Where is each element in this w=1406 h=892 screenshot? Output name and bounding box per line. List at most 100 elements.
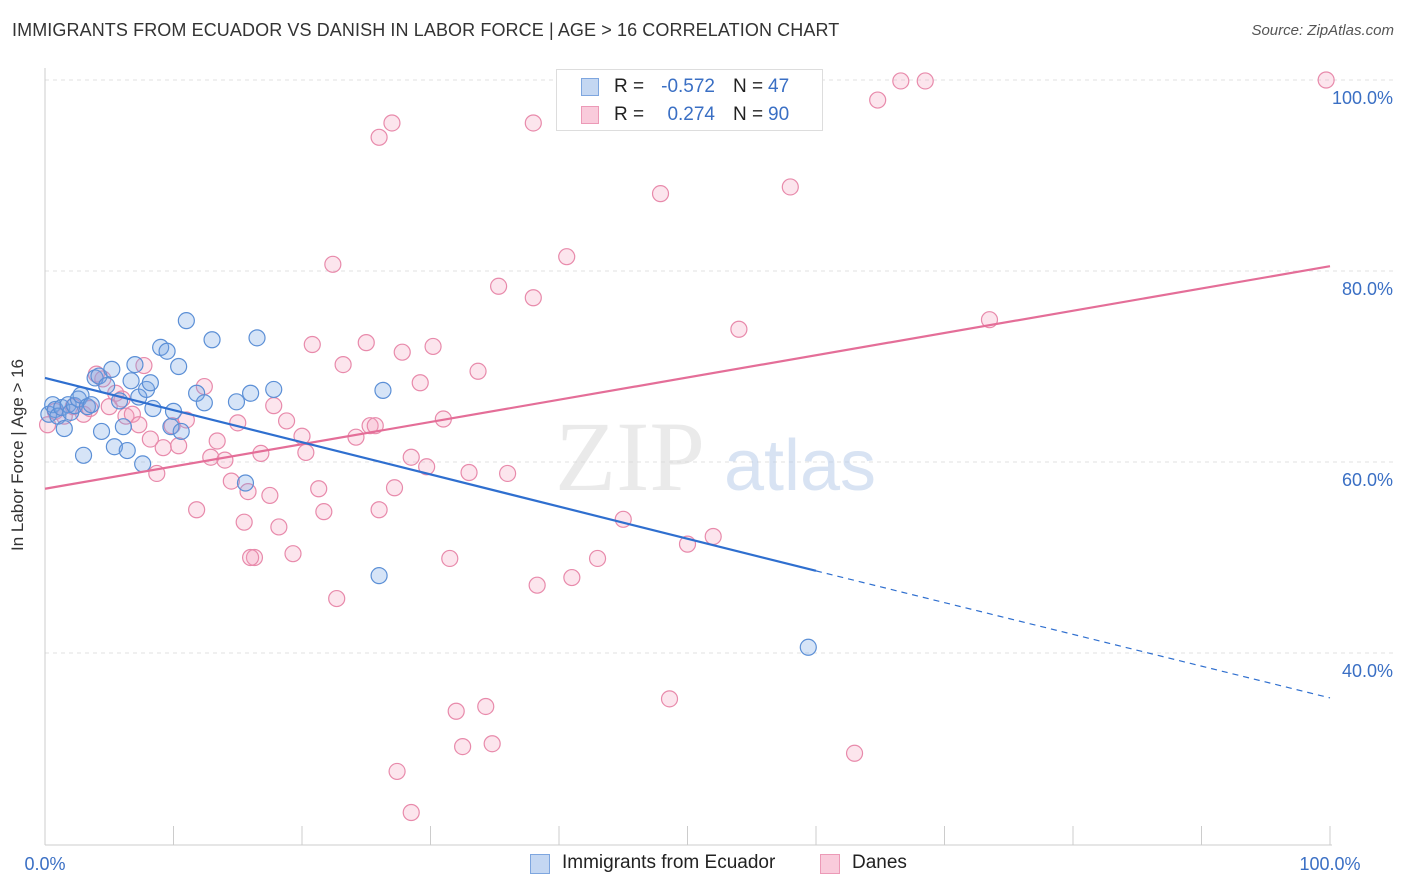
danes-point [845, 744, 864, 762]
danes-point [284, 545, 302, 563]
danes-point [370, 128, 388, 146]
danes-point [563, 568, 581, 587]
ecuador-point [126, 355, 144, 374]
ecuador-point [158, 342, 176, 360]
ecuador-point [203, 331, 221, 349]
trend-lines [44, 265, 1331, 699]
danes-point [216, 451, 234, 469]
ecuador-point [134, 455, 152, 473]
ecuador-points [40, 312, 817, 656]
danes-point [499, 464, 517, 483]
ecuador-point [74, 446, 93, 464]
ecuador-point [195, 394, 213, 412]
legend-swatch-danes [820, 854, 840, 874]
danes-point [235, 513, 253, 531]
danes-point [454, 737, 472, 756]
legend-row-danes: R = 0.274 N = 90 [557, 101, 822, 129]
danes-point [265, 397, 283, 415]
danes-point [334, 355, 352, 374]
danes-point [916, 72, 934, 90]
ecuador-trend-line [44, 376, 817, 572]
danes-point [188, 501, 206, 519]
danes-point [170, 437, 188, 455]
ecuador-point [114, 418, 132, 436]
danes-point [208, 432, 226, 450]
danes-point [402, 803, 420, 822]
danes-point [892, 72, 910, 90]
watermark: ZIP atlas [555, 401, 876, 512]
danes-point [524, 289, 542, 307]
danes-point [469, 362, 487, 380]
danes-point [357, 334, 375, 352]
danes-point [324, 255, 342, 273]
legend-label-danes: Danes [852, 852, 907, 873]
source-label: Source: ZipAtlas.com [1251, 22, 1394, 39]
danes-point [303, 335, 321, 354]
danes-point [528, 576, 546, 594]
n-label: N = [733, 76, 764, 97]
r-value: 0.274 [667, 104, 715, 125]
danes-point [441, 549, 459, 568]
danes-point [270, 518, 288, 536]
danes-point [393, 343, 411, 361]
ecuador-point [82, 396, 100, 414]
danes-point [730, 320, 748, 338]
danes-point [402, 448, 420, 466]
danes-point [135, 356, 153, 375]
danes-point [370, 501, 388, 519]
watermark-zip: ZIP [555, 401, 705, 512]
y-tick-label: 100.0% [1332, 88, 1393, 108]
ecuador-point [122, 372, 140, 390]
danes-point [130, 416, 148, 434]
ecuador-point [799, 638, 817, 656]
y-tick-label: 80.0% [1342, 279, 1393, 299]
danes-points [38, 71, 1335, 822]
danes-point [483, 735, 501, 753]
r-value: -0.572 [661, 76, 715, 97]
danes-point [411, 374, 429, 392]
danes-point [245, 548, 264, 567]
ecuador-point [105, 438, 123, 456]
ecuador-point [103, 360, 121, 378]
n-value: 47 [768, 76, 790, 97]
danes-point [328, 589, 346, 608]
y-tick-label: 60.0% [1342, 470, 1393, 490]
danes-point [524, 114, 542, 132]
ecuador-point [227, 393, 246, 411]
danes-trend-line [44, 265, 1331, 490]
legend-row-ecuador: R = -0.572 N = 47 [557, 73, 822, 101]
tick-labels: 40.0% 60.0% 80.0% 100.0% 0.0% 100.0% [24, 88, 1393, 874]
ecuador-point [242, 384, 260, 402]
danes-point [385, 479, 404, 497]
danes-point [202, 448, 220, 466]
ecuador-point [141, 374, 159, 392]
ecuador-point [265, 380, 283, 399]
y-tick-label: 40.0% [1342, 661, 1393, 681]
danes-point [315, 503, 333, 521]
danes-point [660, 690, 679, 708]
danes-point [277, 412, 296, 430]
ecuador-point [118, 441, 136, 460]
danes-point [123, 405, 141, 423]
ecuador-point [172, 422, 190, 441]
r-label: R = [614, 76, 645, 97]
legend-swatch-ecuador [530, 854, 550, 874]
danes-point [424, 337, 442, 356]
x-tick-label: 0.0% [24, 854, 65, 874]
danes-point [222, 472, 240, 490]
ecuador-point [170, 357, 188, 376]
ecuador-point [92, 422, 111, 441]
danes-point [781, 178, 799, 196]
ecuador-point [374, 381, 392, 399]
chart-title: IMMIGRANTS FROM ECUADOR VS DANISH IN LAB… [12, 20, 840, 40]
axes [44, 68, 1332, 846]
danes-point [1317, 71, 1335, 89]
danes-point [117, 407, 135, 425]
legend-label-ecuador: Immigrants from Ecuador [562, 852, 776, 873]
danes-point [447, 702, 465, 720]
correlation-legend: R = -0.572 N = 47 R = 0.274 N = 90 [556, 69, 823, 131]
grid-lines [45, 79, 1395, 654]
watermark-atlas: atlas [724, 426, 876, 506]
danes-point [297, 443, 315, 462]
